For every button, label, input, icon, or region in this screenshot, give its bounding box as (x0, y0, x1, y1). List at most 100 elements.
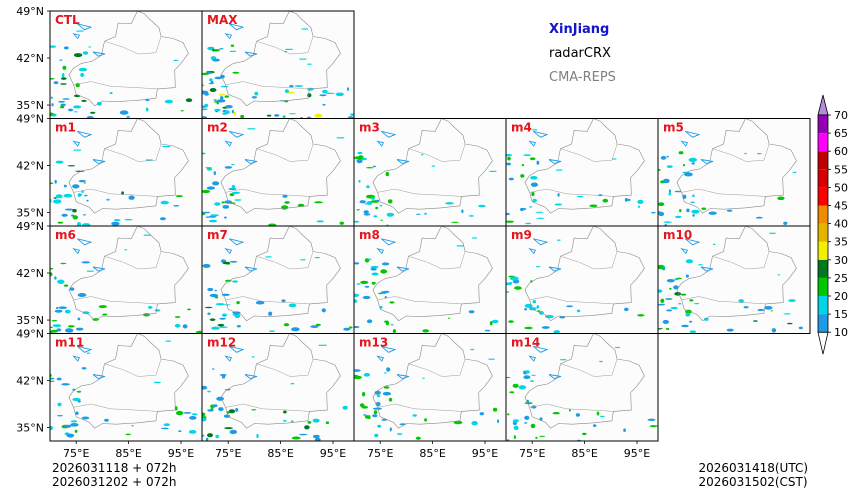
lake-outline (92, 51, 106, 57)
lake-outline (224, 355, 233, 362)
radar-echo (145, 159, 153, 161)
radar-echo (74, 429, 78, 433)
inner-border (73, 188, 158, 197)
radar-echo (55, 194, 63, 199)
lake-outline (92, 374, 106, 379)
radar-echo (343, 327, 351, 331)
radar-echo (74, 94, 81, 98)
lake-outline (528, 355, 537, 362)
radar-echo (104, 418, 109, 422)
radar-echo (679, 209, 682, 213)
lake-outline (680, 248, 689, 255)
radar-echo (62, 98, 70, 100)
radar-echo (202, 211, 211, 214)
radar-echo (266, 114, 272, 117)
colorbar-tick-label: 65 (834, 127, 848, 140)
radar-echo (50, 380, 55, 382)
radar-echo (213, 99, 217, 101)
radar-echo (508, 177, 514, 181)
radar-echo (230, 50, 236, 52)
lake-outline (244, 266, 258, 272)
radar-echo (658, 303, 665, 306)
radar-echo (599, 360, 603, 363)
region-title: XinJiang (549, 22, 610, 37)
radar-echo (512, 279, 520, 284)
radar-echo (421, 154, 424, 156)
radar-echo (174, 323, 181, 328)
radar-echo (77, 222, 81, 226)
radar-echo (744, 152, 747, 155)
radar-echo (506, 162, 512, 166)
radar-echo (183, 412, 192, 414)
radar-echo (675, 215, 682, 219)
inner-border (73, 81, 158, 90)
radar-echo (236, 325, 241, 328)
radar-echo (72, 388, 76, 391)
radar-echo (124, 219, 133, 221)
radar-echo (86, 352, 91, 354)
radar-echo (512, 383, 519, 388)
radar-echo (726, 328, 734, 332)
radar-echo (383, 386, 390, 389)
radar-echo (294, 85, 304, 87)
radar-echo (658, 168, 661, 171)
radar-echo (310, 325, 319, 328)
radar-echo (507, 156, 511, 161)
radar-echo (211, 368, 215, 370)
radar-echo (82, 51, 89, 55)
lake-outline (224, 248, 233, 255)
region-border (68, 118, 189, 214)
radar-echo (461, 209, 464, 214)
radar-echo (82, 214, 87, 216)
lat-tick-label: 42°N (16, 375, 44, 388)
map-panel-m9: m9 (505, 225, 659, 334)
radar-echo (362, 392, 366, 397)
radar-echo (689, 330, 697, 334)
lake-outline (700, 266, 714, 272)
lake-outline (72, 248, 81, 255)
radar-echo (708, 211, 717, 215)
radar-echo (348, 326, 353, 329)
radar-echo (468, 215, 474, 217)
inner-border (529, 403, 614, 412)
radar-echo (202, 189, 211, 194)
inner-border (256, 358, 314, 377)
radar-echo (219, 326, 228, 329)
radar-echo (379, 204, 383, 207)
radar-echo (660, 156, 667, 160)
radar-echo (213, 171, 216, 176)
radar-echo (566, 305, 574, 308)
radar-echo (356, 159, 363, 164)
radar-echo (325, 421, 330, 425)
valid-time-cst: 2026031502(CST) (698, 475, 808, 489)
lake-outline (244, 374, 258, 379)
radar-echo (431, 165, 435, 167)
radar-echo (374, 390, 381, 395)
radar-echo (363, 373, 371, 377)
map-panel-m5: m5 (657, 118, 811, 227)
radar-echo (191, 413, 198, 416)
radar-echo (173, 59, 179, 61)
radar-echo (314, 257, 320, 259)
radar-echo (216, 99, 226, 103)
radar-echo (289, 113, 296, 115)
radar-echo (204, 103, 209, 107)
radar-echo (424, 418, 428, 422)
lon-tick-label: 85°E (267, 447, 293, 460)
radar-echo (119, 110, 129, 115)
radar-echo (214, 108, 221, 112)
radar-echo (202, 152, 206, 155)
radar-echo (202, 263, 211, 268)
lake-outline (244, 159, 258, 164)
radar-echo (225, 105, 233, 109)
radar-echo (676, 277, 682, 280)
lat-tick-label: 42°N (16, 267, 44, 280)
panel-label-m5: m5 (663, 121, 684, 135)
radar-echo (232, 71, 240, 74)
radar-echo (235, 407, 239, 412)
radar-echo (356, 209, 360, 211)
radar-echo (532, 198, 537, 203)
radar-echo (77, 293, 87, 297)
radar-echo (202, 72, 210, 76)
